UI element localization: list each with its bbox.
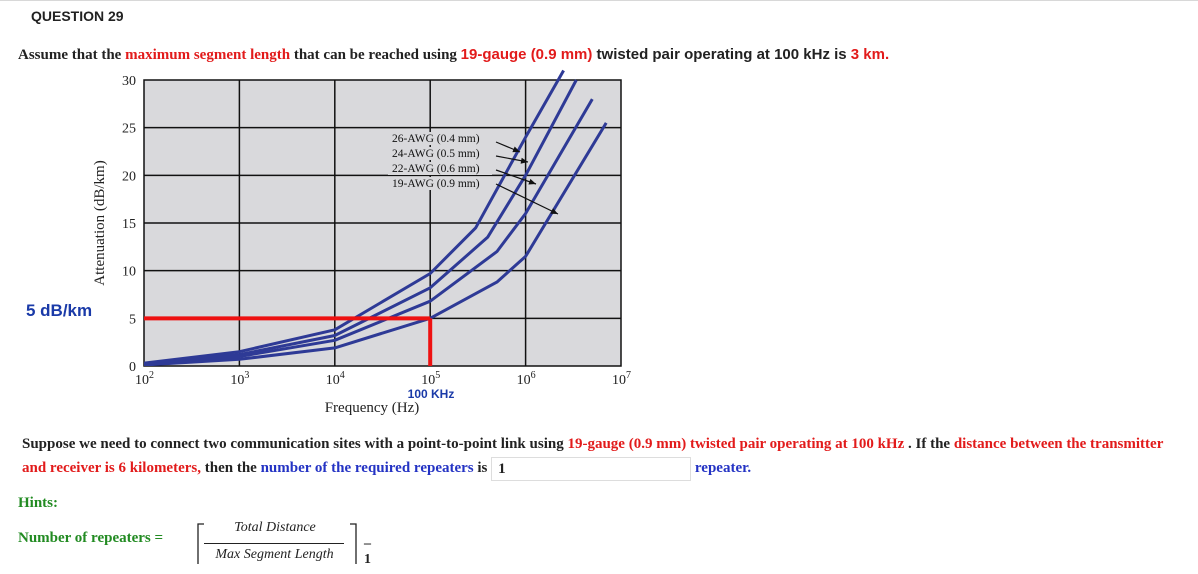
legend-label: 22-AWG (0.6 mm) (392, 163, 480, 175)
x-tick-label: 103 (230, 370, 249, 388)
legend-label: 26-AWG (0.4 mm) (392, 133, 480, 145)
fraction-line (204, 543, 344, 544)
hints-label: Hints: (18, 495, 59, 511)
stmt-part-5: twisted pair operating at 100 kHz is (592, 46, 851, 63)
formula-minus-one: – 1 (364, 536, 371, 567)
attenuation-curve (144, 98, 594, 366)
db-per-km-annotation: 5 dB/km (26, 301, 93, 320)
attenuation-chart: 102 103 104 105 106 107 0 5 10 15 20 25 30 26-AWG (0.… (92, 69, 631, 416)
legend-label-bg (388, 177, 492, 190)
q2-text-3: . If the (904, 436, 954, 452)
x-tick-label: 106 (517, 370, 536, 388)
question-statement: Assume that the maximum segment length t… (18, 46, 889, 64)
arrowhead (520, 157, 528, 164)
stmt-distance: 3 km. (850, 46, 890, 63)
y-axis-title: Attenuation (dB/km) (92, 160, 108, 285)
stmt-part-1: Assume that the (18, 47, 126, 63)
y-tick-label: 25 (122, 122, 136, 137)
q2-text-5: then the (201, 460, 261, 476)
arrowhead (550, 208, 558, 214)
stmt-gauge: 19-gauge (0.9 mm) (460, 46, 593, 63)
legend-arrow (495, 183, 559, 215)
formula-numerator: Total Distance (234, 520, 316, 535)
answer-input[interactable]: 1 (491, 456, 692, 481)
question-title: QUESTION 29 (31, 8, 124, 24)
attenuation-curve (144, 69, 565, 365)
legend-label: 19-AWG (0.9 mm) (392, 178, 480, 190)
q2-repeater-unit: repeater. (694, 460, 752, 476)
arrowhead (528, 178, 536, 185)
legend-label-bg (388, 162, 492, 175)
y-tick-label: 30 (122, 74, 136, 89)
legend-label-bg (388, 132, 492, 145)
formula-denominator: Max Segment Length (215, 547, 334, 562)
formula-lhs: Number of repeaters = (18, 530, 164, 546)
y-tick-label: 15 (122, 217, 136, 232)
attenuation-curve (144, 79, 578, 366)
arrowhead (512, 146, 520, 153)
q2-repeaters: number of the required repeaters (260, 460, 474, 476)
legend-label: 24-AWG (0.5 mm) (392, 148, 480, 160)
question-2: Suppose we need to connect two communica… (22, 432, 1182, 481)
x-tick-label: 107 (612, 370, 631, 388)
x-tick-label: 104 (326, 370, 345, 388)
x-axis-title: Frequency (Hz) (325, 400, 420, 416)
y-tick-label: 0 (129, 360, 136, 375)
freq-marker-label: 100 KHz (408, 387, 455, 401)
x-tick-label: 105 (421, 370, 440, 388)
formula-fraction: Total Distance Max Segment Length (184, 520, 364, 568)
y-tick-label: 5 (129, 312, 136, 327)
ceiling-brackets (197, 523, 357, 564)
q2-gauge: 19-gauge (0.9 mm) twisted pair operating… (567, 436, 905, 452)
q2-text-7: is (473, 460, 492, 476)
legend-label-bg (388, 147, 492, 160)
stmt-max-segment: maximum segment length (125, 47, 291, 63)
y-tick-label: 20 (122, 169, 136, 184)
q2-text-1: Suppose we need to connect two communica… (22, 436, 568, 452)
x-tick-label: 102 (135, 370, 154, 388)
stmt-part-3: that can be reached using (290, 47, 461, 63)
top-divider (0, 0, 1198, 1)
legend-arrow (495, 169, 537, 185)
y-tick-label: 10 (122, 265, 136, 280)
q2-distance: distance between the transmitter and rec… (22, 436, 1164, 476)
